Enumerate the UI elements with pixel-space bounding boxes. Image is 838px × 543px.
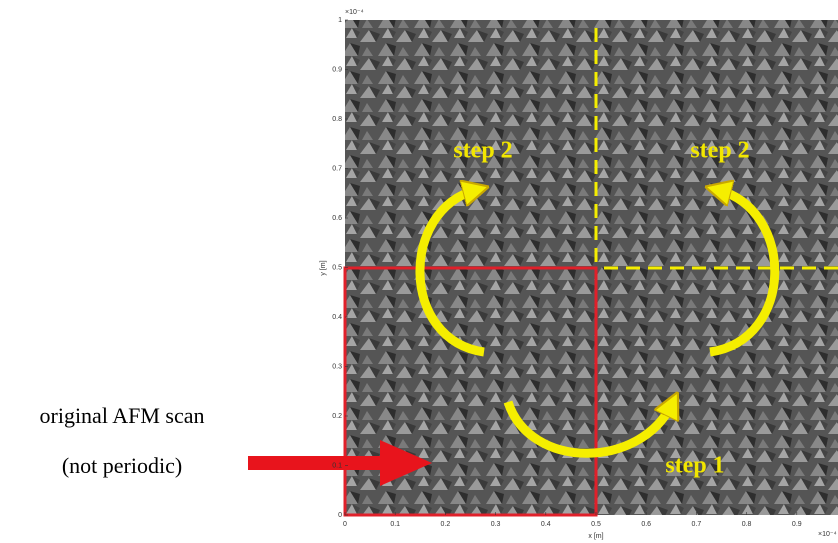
x-tick-label: 0.7 bbox=[692, 521, 702, 528]
y-axis-label: y [m] bbox=[320, 260, 327, 275]
y-tick-label: 0.1 bbox=[332, 462, 342, 469]
x-tick-label: 0.8 bbox=[742, 521, 752, 528]
x-tick-label: 0.9 bbox=[792, 521, 802, 528]
step-label: step 1 bbox=[665, 453, 724, 479]
x-axis-label: x [m] bbox=[588, 533, 603, 540]
x-tick-label: 0.6 bbox=[641, 521, 651, 528]
y-tick-label: 0.5 bbox=[332, 264, 342, 271]
x-tick-label: 0.2 bbox=[441, 521, 451, 528]
y-exponent: ×10⁻⁴ bbox=[345, 9, 364, 16]
y-tick-label: 0.3 bbox=[332, 363, 342, 370]
x-tick-label: 0 bbox=[343, 521, 347, 528]
x-tick-label: 0.1 bbox=[390, 521, 400, 528]
x-tick-label: 0.4 bbox=[541, 521, 551, 528]
y-tick-label: 0.6 bbox=[332, 215, 342, 222]
y-tick-label: 0.8 bbox=[332, 116, 342, 123]
y-tick-label: 0.2 bbox=[332, 413, 342, 420]
y-tick-label: 0 bbox=[338, 512, 342, 519]
y-tick-label: 1 bbox=[338, 17, 342, 24]
y-tick-label: 0.4 bbox=[332, 314, 342, 321]
annotation: (not periodic) bbox=[62, 453, 182, 478]
x-tick-label: 0.5 bbox=[591, 521, 601, 528]
step-label: step 2 bbox=[453, 138, 512, 164]
y-tick-label: 0.9 bbox=[332, 66, 342, 73]
y-tick-label: 0.7 bbox=[332, 165, 342, 172]
pointer-arrow bbox=[248, 456, 382, 470]
x-exponent: ×10⁻⁴ bbox=[818, 531, 837, 538]
annotation: original AFM scan bbox=[40, 403, 205, 428]
x-tick-label: 0.3 bbox=[491, 521, 501, 528]
page: step 2 step 2 step 1 original AFM scan (… bbox=[0, 0, 838, 543]
figure: step 2 step 2 step 1 original AFM scan (… bbox=[0, 0, 838, 543]
step-label: step 2 bbox=[690, 138, 749, 164]
